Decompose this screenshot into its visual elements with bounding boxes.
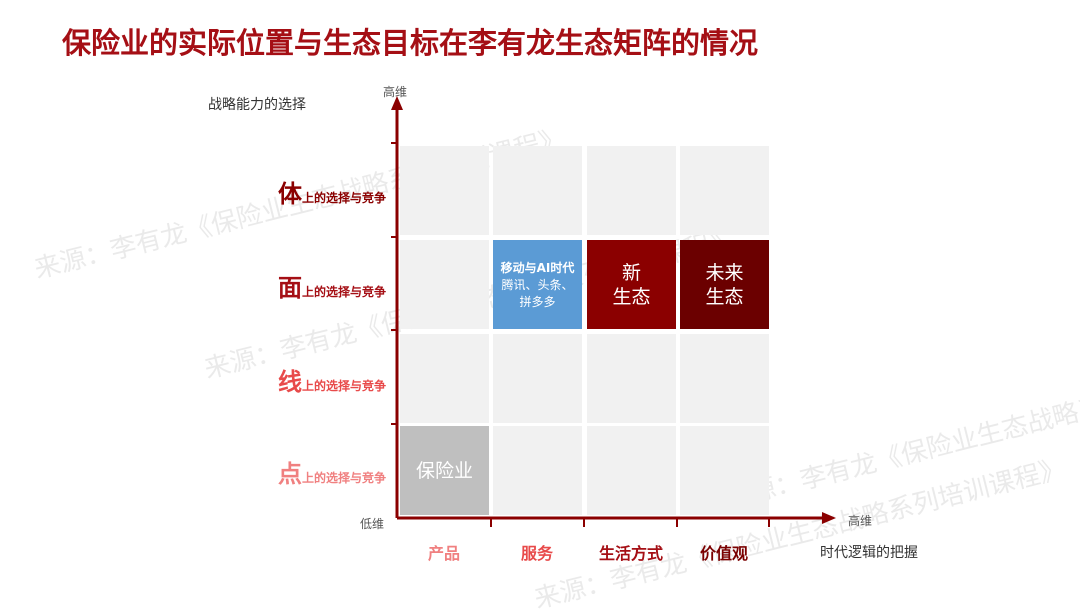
cell-text: 新 xyxy=(621,261,641,284)
row-label: 面上的选择与竞争 xyxy=(278,268,386,303)
column-label: 服务 xyxy=(520,544,553,563)
cell-text: 拼多多 xyxy=(519,295,556,309)
axes xyxy=(391,96,836,527)
row-label: 点上的选择与竞争 xyxy=(278,454,386,489)
row-suffix: 上的选择与竞争 xyxy=(301,191,386,205)
cell-insurance: 保险业 xyxy=(400,426,489,515)
row-label: 体上的选择与竞争 xyxy=(278,174,386,209)
matrix-cell xyxy=(587,334,676,423)
matrix-cell xyxy=(493,146,582,235)
cell-text: 保险业 xyxy=(415,459,473,482)
y-axis-name: 战略能力的选择 xyxy=(208,97,306,113)
y-axis-high: 高维 xyxy=(383,85,408,99)
matrix-cell xyxy=(400,240,489,329)
page-title: 保险业的实际位置与生态目标在李有龙生态矩阵的情况 xyxy=(62,26,759,60)
matrix-cell xyxy=(493,426,582,515)
row-key: 线 xyxy=(277,368,302,396)
cell-new-ecosystem: 新 生态 xyxy=(587,240,676,329)
cell-text: 腾讯、头条、 xyxy=(501,278,574,292)
row-key: 面 xyxy=(277,274,302,302)
matrix-cell xyxy=(493,334,582,423)
matrix-cell xyxy=(400,334,489,423)
x-axis-high: 高维 xyxy=(848,514,873,528)
row-suffix: 上的选择与竞争 xyxy=(301,285,386,299)
matrix-cell xyxy=(680,334,769,423)
cell-text: 移动与AI时代 xyxy=(500,261,575,275)
cell-text: 生态 xyxy=(705,285,744,308)
row-key: 点 xyxy=(277,460,302,488)
cell-text: 生态 xyxy=(612,285,651,308)
column-label: 价值观 xyxy=(699,544,748,563)
row-suffix: 上的选择与竞争 xyxy=(301,379,386,393)
matrix-cell xyxy=(400,146,489,235)
matrix-cell xyxy=(680,426,769,515)
cell-future-ecosystem: 未来 生态 xyxy=(680,240,769,329)
column-label: 产品 xyxy=(427,544,460,563)
row-suffix: 上的选择与竞争 xyxy=(301,471,386,485)
x-axis-low: 低维 xyxy=(360,517,385,531)
matrix-cell xyxy=(680,146,769,235)
row-key: 体 xyxy=(277,180,302,208)
x-axis-name: 时代逻辑的把握 xyxy=(820,545,918,561)
column-label: 生活方式 xyxy=(598,544,663,563)
matrix-cell xyxy=(587,426,676,515)
row-label: 线上的选择与竞争 xyxy=(278,362,386,397)
cell-text: 未来 xyxy=(705,261,744,284)
cell-mobile-ai: 移动与AI时代 腾讯、头条、 拼多多 xyxy=(493,240,582,329)
matrix-cell xyxy=(587,146,676,235)
